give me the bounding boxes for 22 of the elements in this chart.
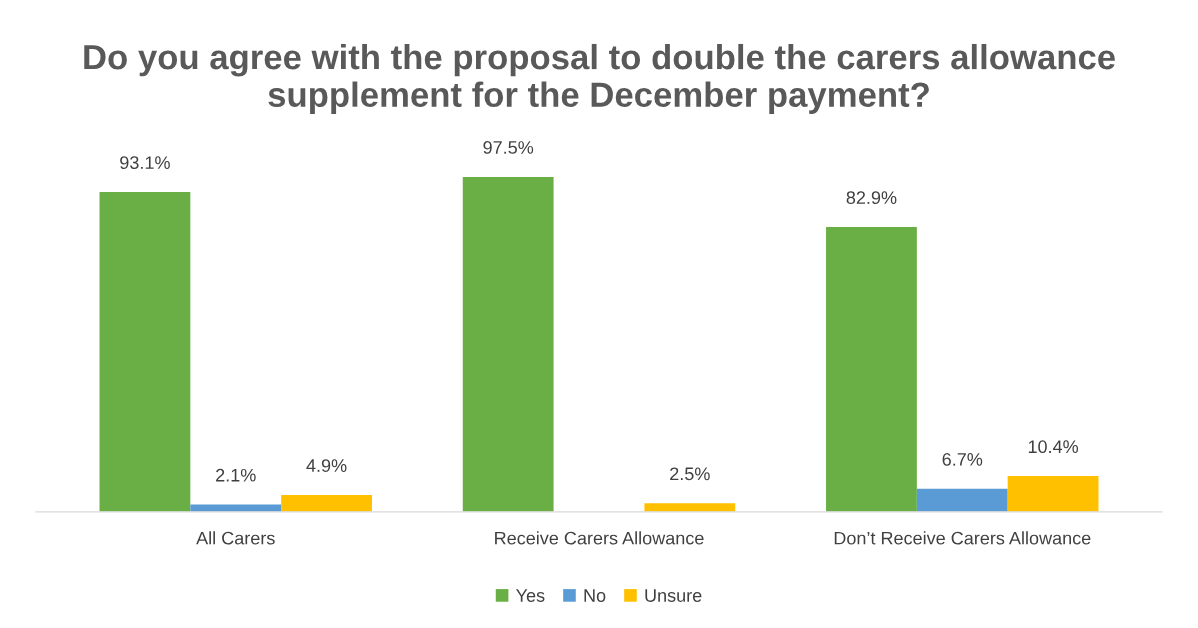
bar [916,488,1008,512]
chart-title: Do you agree with the proposal to double the carers allowance supplement for the December payment? [84,43,1115,114]
bar [826,227,917,512]
bar [462,176,554,512]
data-label: 4.9% [306,459,347,472]
data-label: 93.1% [120,156,170,169]
data-label: 82.9% [846,191,897,205]
x-tick-label: Don’t Receive Carers Allowance [834,531,1091,545]
x-tick-label: Receive Carers Allowance [495,531,704,545]
data-label: 2.5% [670,467,710,481]
bar [644,503,736,512]
bar [99,192,191,512]
legend-label: No [584,589,606,602]
data-label: 6.7% [942,453,983,466]
data-label: 2.1% [216,468,256,482]
bar [1007,476,1099,512]
legend-label: Yes [516,589,545,602]
data-label: 97.5% [483,141,534,154]
x-tick-label: All Carers [196,531,275,545]
legend-label: Unsure [645,589,702,602]
data-label: 10.4% [1028,440,1079,454]
bar [281,494,372,512]
